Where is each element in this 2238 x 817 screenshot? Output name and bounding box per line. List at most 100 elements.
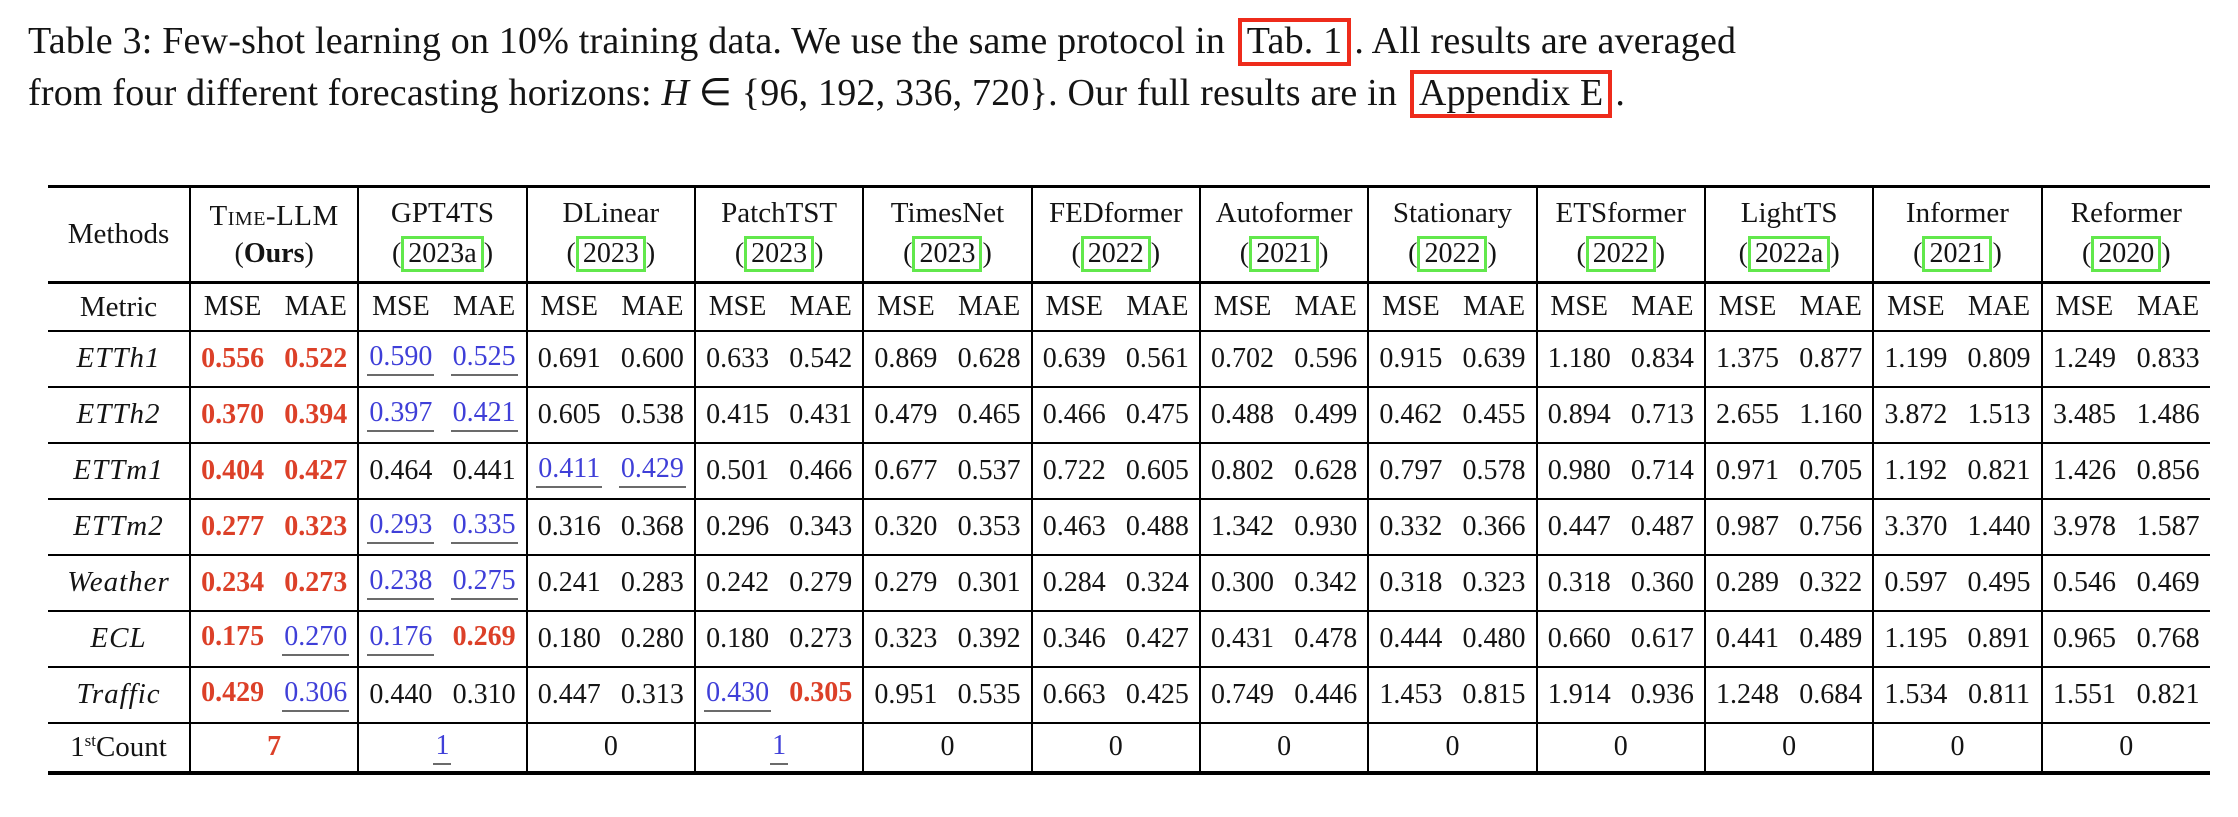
result-pair: 1.914 0.936 xyxy=(1535,666,1705,724)
table-row: ETTh1 0.556 0.522 0.590 0.525 0.691 0.600 0.633… xyxy=(48,330,2210,388)
method-name: Informer xyxy=(1905,197,2009,230)
metric-value: 1.534 xyxy=(1884,678,1948,710)
metric-value: 0.180 xyxy=(537,622,601,654)
metric-name: MAE xyxy=(1462,291,1526,323)
metric-value: 0.713 xyxy=(1630,398,1694,430)
metric-value: 0.469 xyxy=(2136,566,2200,598)
citation-year-link[interactable]: 2023 xyxy=(744,235,815,273)
tab1-link[interactable]: Tab. 1 xyxy=(1237,18,1352,66)
metric-value: 0.411 xyxy=(536,453,603,489)
result-pair: 0.300 0.342 xyxy=(1198,554,1369,612)
metric-value: 0.951 xyxy=(874,678,938,710)
metric-value: 0.561 xyxy=(1125,342,1189,374)
metric-value: 0.639 xyxy=(1042,342,1106,374)
metric-value: 0.915 xyxy=(1379,342,1443,374)
count-cell: 7 xyxy=(188,722,359,773)
dataset-label-weather: Weather xyxy=(48,554,190,612)
metric-name: MAE xyxy=(1967,291,2031,323)
result-pair: 1.195 0.891 xyxy=(1872,610,2042,668)
table-row: Weather 0.234 0.273 0.238 0.275 0.241 0.283 0.2… xyxy=(48,554,2210,612)
metric-value: 0.768 xyxy=(2136,622,2200,654)
metric-value: 0.756 xyxy=(1799,510,1863,542)
citation-year-link[interactable]: 2021 xyxy=(1922,235,1993,273)
citation-year-link[interactable]: 2023a xyxy=(401,235,484,273)
citation-year-link[interactable]: 2022 xyxy=(1585,235,1656,273)
caption-text-4: . Our full results are in xyxy=(1048,71,1407,114)
count-cell: 0 xyxy=(1872,722,2042,773)
metric-value: 0.815 xyxy=(1462,678,1526,710)
metric-name: MAE xyxy=(1294,291,1357,323)
appendix-e-link[interactable]: Appendix E xyxy=(1409,69,1613,118)
metric-value: 0.834 xyxy=(1630,342,1694,374)
metric-value: 1.249 xyxy=(2052,342,2116,374)
metric-value: 0.479 xyxy=(874,398,938,430)
citation-year-link[interactable]: 2023 xyxy=(912,235,983,273)
metric-value: 0.305 xyxy=(789,677,853,709)
metric-value: 0.394 xyxy=(284,398,348,430)
result-pair: 0.797 0.578 xyxy=(1367,442,1537,500)
metric-value: 0.722 xyxy=(1042,454,1106,486)
result-pair: 0.660 0.617 xyxy=(1535,610,1705,668)
method-header-time-llm: Time-LLM (Ours) xyxy=(188,186,359,285)
metric-value: 1.513 xyxy=(1967,398,2031,430)
result-pair: 0.663 0.425 xyxy=(1030,666,1200,724)
metric-value: 0.279 xyxy=(874,566,938,598)
result-pair: 0.176 0.269 xyxy=(357,610,527,668)
result-pair: 0.180 0.273 xyxy=(693,610,864,668)
metric-value: 0.301 xyxy=(957,566,1021,598)
metric-value: 0.310 xyxy=(452,678,516,710)
metric-value: 0.677 xyxy=(874,454,938,486)
result-pair: 0.447 0.487 xyxy=(1535,498,1705,556)
metric-name: MAE xyxy=(284,291,347,323)
metric-value: 0.273 xyxy=(284,566,348,598)
metric-value: 2.655 xyxy=(1716,398,1780,430)
metric-name: MSE xyxy=(1045,291,1104,323)
result-pair: 0.440 0.310 xyxy=(357,666,527,724)
metric-value: 0.280 xyxy=(620,622,684,654)
count-cell: 0 xyxy=(1367,722,1537,773)
metric-name: MSE xyxy=(1718,291,1777,323)
metric-value: 0.833 xyxy=(2136,342,2200,374)
metric-value: 0.429 xyxy=(618,453,686,489)
metric-value: 0.894 xyxy=(1547,398,1611,430)
result-pair: 0.293 0.335 xyxy=(357,498,527,556)
metric-value: 0.463 xyxy=(1042,510,1106,542)
metric-value: 0.462 xyxy=(1379,398,1443,430)
result-pair: 1.248 0.684 xyxy=(1703,666,1874,724)
method-name: TimesNet xyxy=(890,197,1005,230)
citation-year-link[interactable]: 2020 xyxy=(2091,235,2162,273)
count-cell: 1 xyxy=(693,722,864,773)
citation-year-link[interactable]: 2022 xyxy=(1080,235,1151,273)
count-value: 1 xyxy=(433,730,452,765)
result-pair: 0.289 0.322 xyxy=(1703,554,1874,612)
citation-year-link[interactable]: 2022 xyxy=(1417,235,1488,273)
table-row: ECL 0.175 0.270 0.176 0.269 0.180 0.280 0.180 0.… xyxy=(48,610,2210,668)
method-sub: (2022a) xyxy=(1706,235,1872,273)
count-cell: 0 xyxy=(1030,722,1200,773)
count-cell: 0 xyxy=(1535,722,1705,773)
result-pair: 0.464 0.441 xyxy=(357,442,527,500)
method-name: DLinear xyxy=(562,197,660,230)
metric-value: 0.293 xyxy=(367,509,435,545)
result-pair: 0.238 0.275 xyxy=(357,554,527,612)
result-pair: 2.655 1.160 xyxy=(1703,386,1874,444)
result-pair: 0.501 0.466 xyxy=(693,442,864,500)
result-pair: 0.466 0.475 xyxy=(1030,386,1200,444)
metric-value: 0.269 xyxy=(452,621,516,653)
citation-year-link[interactable]: 2021 xyxy=(1249,235,1320,273)
citation-year-link[interactable]: 2023 xyxy=(575,235,646,273)
citation-year-link[interactable]: 2022a xyxy=(1747,235,1831,273)
result-pair: 0.242 0.279 xyxy=(693,554,864,612)
metric-name: MAE xyxy=(1126,291,1189,323)
metric-value: 0.431 xyxy=(1211,622,1275,654)
metric-value: 0.478 xyxy=(1294,622,1358,654)
method-name: ETSformer xyxy=(1555,197,1687,230)
metric-value: 0.488 xyxy=(1211,398,1275,430)
method-sub: (2023) xyxy=(696,235,862,273)
result-pair: 0.430 0.305 xyxy=(693,666,864,724)
metric-name: MSE xyxy=(2055,291,2114,323)
metric-value: 0.397 xyxy=(367,397,435,433)
result-pair: 0.429 0.306 xyxy=(188,666,359,724)
result-pair: 0.277 0.323 xyxy=(188,498,359,556)
metric-value: 3.370 xyxy=(1884,510,1948,542)
